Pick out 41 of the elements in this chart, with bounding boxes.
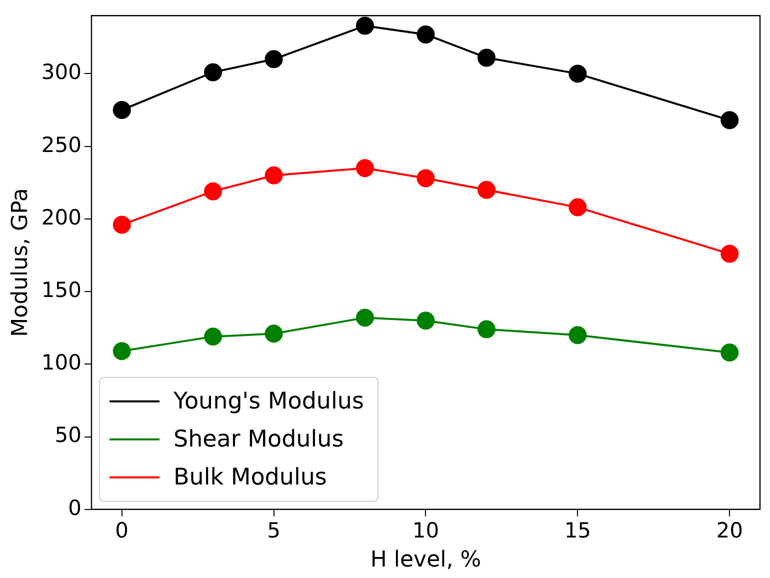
y-tick-label: 150	[41, 278, 82, 302]
x-tick-label: 5	[267, 518, 280, 542]
y-tick-label: 100	[41, 350, 82, 375]
x-tick-label: 10	[412, 518, 440, 542]
point	[568, 198, 587, 216]
y-tick-label: 250	[41, 132, 82, 157]
point	[204, 63, 222, 82]
point	[478, 180, 496, 199]
point	[204, 328, 222, 346]
point	[568, 64, 587, 83]
point	[356, 159, 374, 178]
point	[568, 326, 587, 344]
point	[416, 25, 435, 44]
point	[204, 182, 222, 200]
y-tick-label: 0	[68, 496, 82, 520]
legend-label: Bulk Modulus	[173, 464, 327, 490]
point	[264, 50, 283, 68]
point	[720, 244, 739, 263]
y-tick-label: 200	[41, 205, 82, 230]
point	[112, 216, 131, 234]
x-tick-label: 0	[115, 518, 129, 542]
point	[112, 342, 131, 360]
point	[264, 166, 283, 184]
y-tick-label: 300	[41, 60, 82, 84]
x-tick-label: 15	[564, 518, 592, 542]
point	[356, 16, 374, 35]
y-axis-title: Modulus, GPa	[8, 188, 33, 337]
point	[720, 111, 739, 130]
point	[416, 312, 435, 330]
point	[264, 324, 283, 343]
x-tick-label: 20	[716, 518, 743, 542]
point	[478, 48, 496, 67]
legend-label: Young's Modulus	[172, 388, 364, 414]
point	[478, 320, 496, 338]
legend-label: Shear Modulus	[173, 426, 344, 452]
point	[416, 169, 435, 188]
point	[112, 101, 131, 120]
point	[356, 308, 374, 327]
x-axis-title: H level, %	[370, 548, 482, 573]
point	[720, 344, 739, 362]
y-tick-label: 50	[54, 423, 82, 448]
